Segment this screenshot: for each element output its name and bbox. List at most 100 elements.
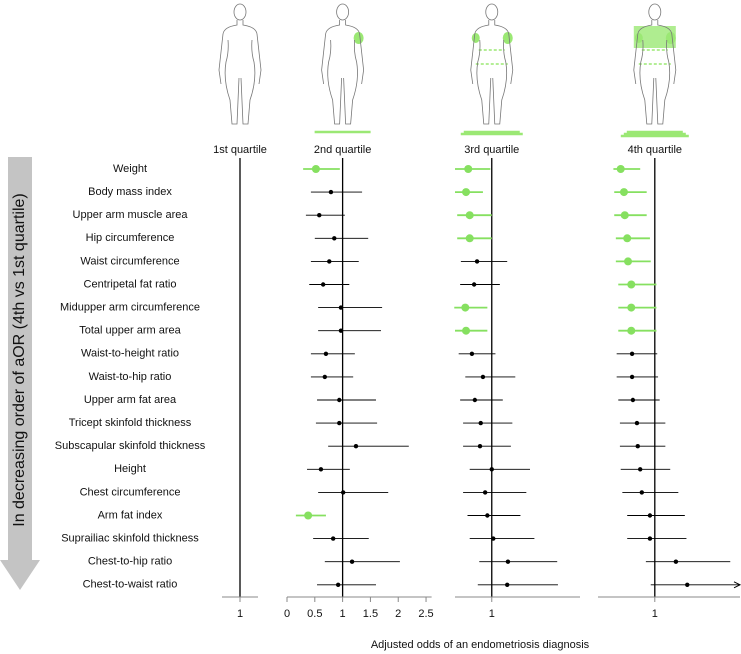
- row-label: Tricept skinfold thickness: [69, 417, 192, 429]
- point-estimate: [469, 351, 475, 356]
- point-estimate: [629, 351, 635, 356]
- head: [485, 3, 499, 21]
- row-label: Waist circumference: [80, 255, 179, 267]
- point-estimate: [647, 536, 653, 541]
- panel-title: 3rd quartile: [464, 144, 519, 156]
- silhouette: [620, 3, 689, 138]
- point-estimate: [491, 536, 496, 541]
- body: [470, 20, 514, 125]
- point-estimate: [505, 559, 511, 564]
- point-estimate: [311, 165, 320, 173]
- point-estimate: [318, 467, 324, 472]
- point-estimate: [647, 513, 653, 518]
- x-tick-label: 2: [395, 608, 401, 620]
- point-estimate: [338, 305, 344, 310]
- y-axis-label: In decreasing order of aOR (4th vs 1st q…: [11, 193, 28, 527]
- highlight: [665, 32, 676, 44]
- row-label: Weight: [113, 163, 147, 175]
- head: [648, 3, 662, 21]
- point-estimate: [465, 234, 474, 243]
- panel-title: 4th quartile: [628, 144, 682, 156]
- panel-title: 2nd quartile: [314, 144, 372, 156]
- body: [321, 20, 365, 125]
- panel-title: 1st quartile: [213, 144, 267, 156]
- row-label: Subscapular skinfold thickness: [55, 440, 206, 452]
- point-estimate: [330, 536, 336, 541]
- point-estimate: [482, 490, 488, 495]
- row-label: Height: [114, 463, 146, 475]
- row-label: Total upper arm area: [79, 325, 181, 337]
- point-estimate: [462, 188, 471, 197]
- head: [336, 3, 350, 21]
- order-arrow: [0, 157, 40, 590]
- point-estimate: [627, 326, 636, 335]
- row-label: Body mass index: [88, 186, 172, 198]
- point-estimate: [349, 559, 355, 564]
- point-estimate: [627, 303, 636, 312]
- point-estimate: [317, 213, 322, 218]
- point-estimate: [489, 467, 494, 472]
- x-tick-label: 2.5: [418, 608, 433, 620]
- x-axis-label: Adjusted odds of an endometriosis diagno…: [371, 639, 590, 651]
- point-estimate: [337, 420, 342, 426]
- point-estimate: [327, 259, 332, 264]
- x-tick-label: 1: [489, 608, 495, 620]
- point-estimate: [353, 444, 359, 449]
- row-label: Upper arm muscle area: [73, 209, 189, 221]
- point-estimate: [485, 513, 490, 518]
- point-estimate: [337, 397, 342, 403]
- silhouette: [218, 3, 262, 125]
- point-estimate: [478, 420, 483, 426]
- point-estimate: [338, 328, 344, 333]
- point-estimate: [616, 165, 625, 173]
- ci-arrow: [733, 581, 741, 589]
- point-estimate: [461, 303, 470, 312]
- silhouettes: [218, 3, 689, 138]
- row-label: Chest-to-waist ratio: [83, 579, 178, 591]
- row-label: Arm fat index: [98, 509, 163, 521]
- row-label: Waist-to-hip ratio: [89, 371, 172, 383]
- point-estimate: [335, 582, 341, 587]
- silhouette: [460, 3, 523, 136]
- point-estimate: [328, 189, 334, 195]
- x-tick-label: 0.5: [307, 608, 322, 620]
- point-estimate: [630, 397, 636, 403]
- silhouette: [314, 3, 371, 134]
- body: [218, 20, 262, 125]
- point-estimate: [639, 490, 645, 495]
- point-estimate: [505, 582, 510, 587]
- row-label: Waist-to-height ratio: [81, 348, 179, 360]
- point-estimate: [464, 165, 473, 173]
- point-estimate: [472, 397, 478, 403]
- x-tick-label: 1: [340, 608, 346, 620]
- point-estimate: [477, 444, 483, 449]
- point-estimate: [474, 259, 480, 264]
- highlight: [633, 26, 676, 48]
- x-tick-label: 0: [284, 608, 290, 620]
- point-estimate: [685, 582, 690, 587]
- point-estimate: [634, 420, 640, 426]
- point-estimate: [480, 374, 486, 380]
- row-label: Chest circumference: [80, 486, 181, 498]
- point-estimate: [332, 236, 337, 241]
- row-label: Centripetal fat ratio: [84, 278, 177, 290]
- point-estimate: [471, 282, 477, 287]
- point-estimate: [635, 444, 640, 449]
- x-tick-label: 1.5: [363, 608, 378, 620]
- row-label: Upper arm fat area: [84, 394, 177, 406]
- highlight: [634, 33, 643, 43]
- point-estimate: [462, 326, 471, 335]
- point-estimate: [637, 467, 643, 472]
- point-estimate: [340, 490, 346, 495]
- point-estimate: [624, 257, 633, 266]
- x-tick-label: 1: [652, 608, 658, 620]
- point-estimate: [304, 511, 313, 520]
- point-estimate: [673, 559, 679, 564]
- point-estimate: [627, 280, 636, 289]
- highlight: [353, 32, 364, 44]
- row-label: Hip circumference: [86, 232, 175, 244]
- point-estimate: [629, 374, 635, 380]
- highlight: [471, 33, 480, 43]
- point-estimate: [619, 188, 628, 197]
